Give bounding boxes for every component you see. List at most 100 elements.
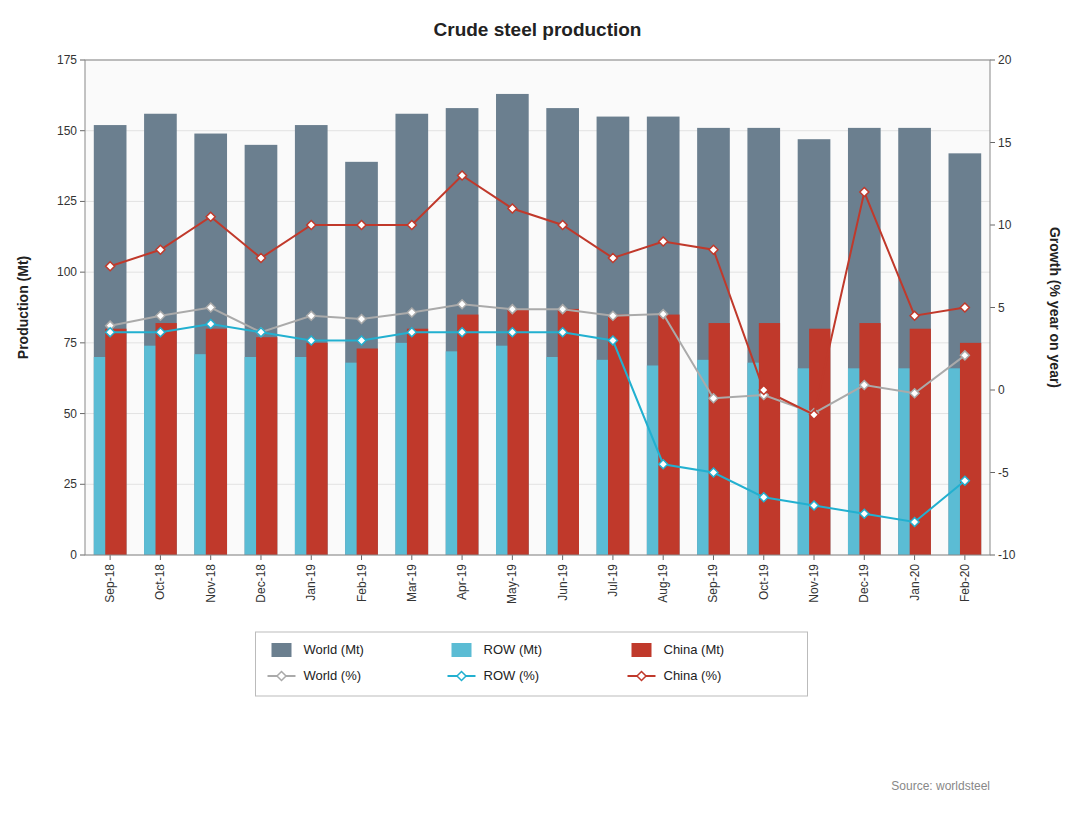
tick-label: 150 xyxy=(57,124,77,138)
tick-label: 125 xyxy=(57,194,77,208)
marker xyxy=(508,204,517,213)
plot-area xyxy=(85,60,990,555)
tick-mark xyxy=(562,555,563,560)
marker xyxy=(407,221,416,230)
tick-mark xyxy=(864,555,865,560)
bar xyxy=(144,114,177,555)
bar xyxy=(105,329,126,555)
marker xyxy=(256,328,265,337)
line xyxy=(110,176,965,415)
bar xyxy=(345,162,378,555)
axes: 0255075100125150175-10-505101520Sep-18Oc… xyxy=(57,53,1016,604)
bar xyxy=(407,329,428,555)
tick-label: Jun-19 xyxy=(556,564,570,601)
tick-mark xyxy=(110,555,111,560)
tick-label: Apr-19 xyxy=(455,564,469,600)
marker xyxy=(608,254,617,263)
tick-mark xyxy=(80,555,85,556)
marker xyxy=(307,221,316,230)
bar xyxy=(457,315,478,555)
tick-mark xyxy=(763,555,764,560)
tick-label: 75 xyxy=(64,336,78,350)
title: Crude steel production xyxy=(434,19,642,40)
bar xyxy=(809,329,830,555)
marker xyxy=(156,328,165,337)
marker xyxy=(407,328,416,337)
tick-label: 25 xyxy=(64,477,78,491)
chart: 0255075100125150175-10-505101520Sep-18Oc… xyxy=(0,0,1080,830)
marker xyxy=(709,245,718,254)
bar xyxy=(898,128,931,555)
bar xyxy=(496,94,529,555)
bar xyxy=(206,329,227,555)
marker xyxy=(357,336,366,345)
tick-label: Dec-19 xyxy=(857,564,871,603)
legend-label: World (Mt) xyxy=(304,642,364,657)
tick-mark xyxy=(361,555,362,560)
tick-label: Nov-19 xyxy=(807,564,821,603)
data-area xyxy=(94,94,981,555)
tick-label: 175 xyxy=(57,53,77,67)
marker xyxy=(458,328,467,337)
bar xyxy=(306,343,327,555)
axis-label: Growth (% year on year) xyxy=(1047,227,1063,388)
tick-mark xyxy=(990,307,995,308)
marker xyxy=(256,328,265,337)
line-series xyxy=(106,300,970,418)
tick-label: -5 xyxy=(998,466,1009,480)
bar xyxy=(647,117,680,555)
tick-mark xyxy=(462,555,463,560)
marker xyxy=(960,303,969,312)
marker xyxy=(357,315,366,324)
marker xyxy=(910,311,919,320)
bar xyxy=(910,329,931,555)
marker xyxy=(659,237,668,246)
bar xyxy=(960,343,981,555)
tick-label: 10 xyxy=(998,218,1012,232)
marker xyxy=(357,221,366,230)
bar xyxy=(507,309,528,555)
marker xyxy=(810,410,819,419)
tick-mark xyxy=(80,272,85,273)
axis-label: Production (Mt) xyxy=(15,256,31,359)
marker xyxy=(458,171,467,180)
tick-label: Jan-19 xyxy=(304,564,318,601)
tick-mark xyxy=(990,555,995,556)
marker xyxy=(508,305,517,314)
tick-mark xyxy=(80,130,85,131)
marker xyxy=(206,212,215,221)
tick-mark xyxy=(80,201,85,202)
legend-swatch xyxy=(632,643,652,657)
bar xyxy=(245,145,278,555)
tick-label: May-19 xyxy=(505,564,519,604)
tick-label: Aug-19 xyxy=(656,564,670,603)
tick-label: 100 xyxy=(57,265,77,279)
bar xyxy=(709,323,730,555)
marker xyxy=(910,518,919,527)
marker xyxy=(106,262,115,271)
marker xyxy=(458,300,467,309)
tick-label: 0 xyxy=(998,383,1005,397)
marker xyxy=(206,320,215,329)
tick-mark xyxy=(612,555,613,560)
tick-label: Sep-18 xyxy=(103,564,117,603)
tick-mark xyxy=(990,225,995,226)
bar-series xyxy=(94,94,981,555)
tick-label: -10 xyxy=(998,548,1016,562)
tick-label: Jan-20 xyxy=(908,564,922,601)
tick-mark xyxy=(990,142,995,143)
marker xyxy=(709,468,718,477)
marker xyxy=(910,389,919,398)
marker xyxy=(759,493,768,502)
bar xyxy=(658,315,679,555)
bar xyxy=(949,153,982,555)
tick-label: 0 xyxy=(70,548,77,562)
tick-label: Oct-19 xyxy=(757,564,771,600)
marker xyxy=(860,188,869,197)
bar xyxy=(156,323,177,555)
bar-series xyxy=(105,309,981,555)
tick-mark xyxy=(260,555,261,560)
bar xyxy=(94,125,127,555)
tick-mark xyxy=(80,60,85,61)
tick-mark xyxy=(411,555,412,560)
